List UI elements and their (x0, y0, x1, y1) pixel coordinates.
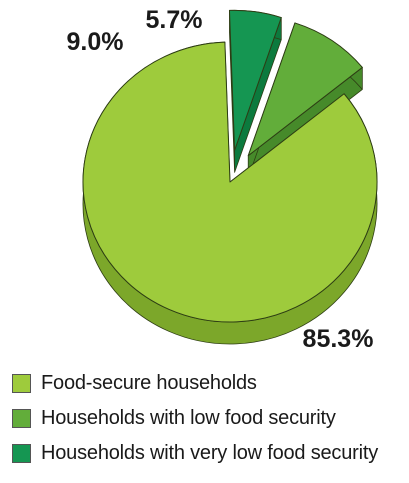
legend-item-food-secure: Food-secure households (12, 366, 407, 401)
slice-label-very-low-food-security: 5.7% (146, 6, 203, 34)
pie-slice-low-food-security (247, 22, 363, 157)
slice-label-food-secure: 85.3% (303, 325, 374, 353)
pie-chart: 85.3% 9.0% 5.7% (67, 6, 378, 353)
legend-swatch-food-secure (12, 374, 31, 393)
legend-item-very-low-food-security: Households with very low food security (12, 436, 407, 471)
pie-tops (82, 9, 378, 323)
legend-swatch-very-low-food-security (12, 444, 31, 463)
legend-label-low-food-security: Households with low food security (41, 407, 336, 429)
legend-label-very-low-food-security: Households with very low food security (41, 442, 378, 464)
legend: Food-secure households Households with l… (12, 366, 407, 471)
legend-label-food-secure: Food-secure households (41, 372, 257, 394)
legend-item-low-food-security: Households with low food security (12, 401, 407, 436)
pie-slice-food-secure (82, 41, 378, 323)
legend-swatch-low-food-security (12, 409, 31, 428)
pie-slice-very-low-food-security (228, 9, 282, 151)
slice-label-low-food-security: 9.0% (67, 28, 124, 56)
